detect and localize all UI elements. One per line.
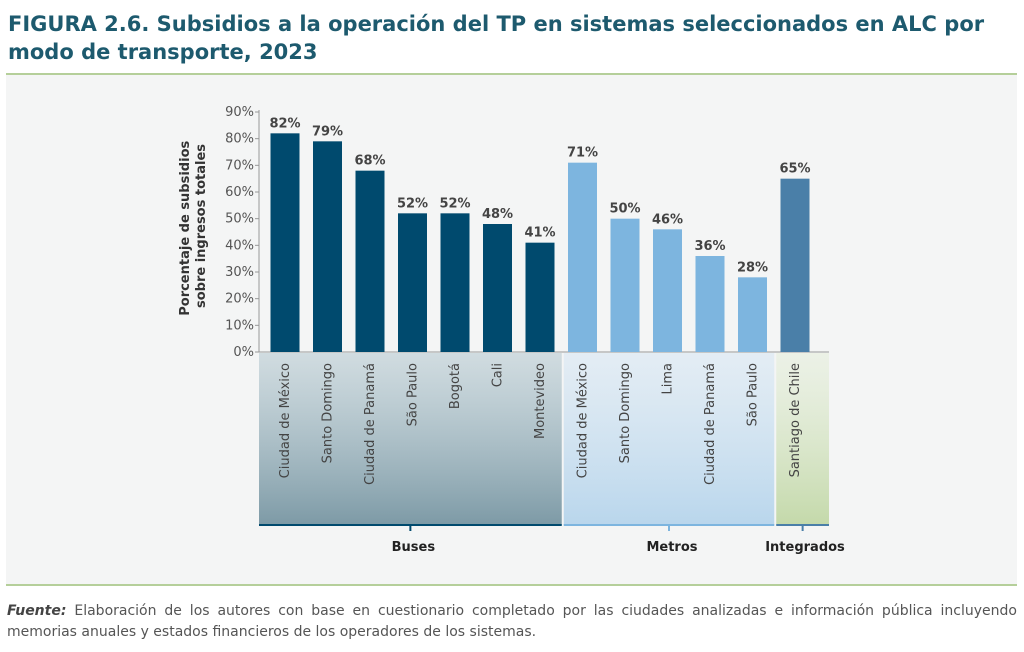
data-label: 71% xyxy=(567,146,598,161)
y-tick-label: 10% xyxy=(225,318,254,333)
data-label: 46% xyxy=(652,212,683,227)
y-tick-label: 30% xyxy=(225,265,254,280)
category-label: Lima xyxy=(661,363,676,394)
bar xyxy=(313,141,342,352)
data-label: 28% xyxy=(737,260,768,275)
y-tick-label: 60% xyxy=(225,185,254,200)
category-label: Santo Domingo xyxy=(618,363,633,463)
data-label: 41% xyxy=(524,226,555,241)
bar xyxy=(270,133,300,352)
y-axis-title-line-1: Porcentaje de subsidios xyxy=(178,141,193,316)
figure-title: FIGURA 2.6. Subsidios a la operación del… xyxy=(8,12,985,64)
data-label: 36% xyxy=(694,239,725,254)
category-band-metros xyxy=(563,353,775,525)
category-label: Ciudad de México xyxy=(576,363,591,478)
category-label: Santiago de Chile xyxy=(788,363,803,477)
data-label: 52% xyxy=(439,196,470,211)
category-label: Bogotá xyxy=(448,363,463,409)
bar xyxy=(568,162,597,352)
data-label: 48% xyxy=(482,207,513,222)
bar xyxy=(525,242,555,352)
bar xyxy=(355,170,385,352)
y-tick-label: 0% xyxy=(233,345,254,360)
source-text: Elaboración de los autores con base en c… xyxy=(7,603,1017,640)
y-tick-label: 40% xyxy=(225,238,254,253)
source-label: Fuente: xyxy=(7,603,67,619)
y-axis-title: Porcentaje de subsidios sobre ingresos t… xyxy=(178,136,209,316)
y-tick-label: 50% xyxy=(225,212,254,227)
category-label: Ciudad de Panamá xyxy=(363,363,378,485)
category-label: Ciudad de México xyxy=(278,363,293,478)
top-divider xyxy=(6,73,1017,75)
bar xyxy=(398,213,427,352)
y-tick-label: 80% xyxy=(225,132,254,147)
group-label: Metros xyxy=(646,540,697,555)
bar xyxy=(440,213,470,352)
bar xyxy=(610,218,640,352)
y-tick-label: 20% xyxy=(225,292,254,307)
data-label: 82% xyxy=(269,116,300,131)
y-tick-label: 90% xyxy=(225,105,254,120)
y-tick-label: 70% xyxy=(225,158,254,173)
category-label: Cali xyxy=(491,363,506,387)
bottom-divider xyxy=(6,584,1017,586)
category-label: Ciudad de Panamá xyxy=(703,363,718,485)
bar xyxy=(695,256,725,352)
category-band-integrados xyxy=(776,353,829,525)
bar xyxy=(738,277,767,352)
category-band-buses xyxy=(259,353,562,525)
group-label: Integrados xyxy=(765,540,845,555)
data-label: 50% xyxy=(609,202,640,217)
source-note: Fuente: Elaboración de los autores con b… xyxy=(7,601,1017,643)
category-label: São Paulo xyxy=(746,363,761,426)
bar xyxy=(653,229,682,352)
data-label: 52% xyxy=(397,196,428,211)
data-label: 79% xyxy=(312,124,343,139)
category-label: Montevideo xyxy=(533,363,548,439)
category-label: São Paulo xyxy=(406,363,421,426)
bar xyxy=(780,178,810,352)
data-label: 65% xyxy=(779,162,810,177)
category-label: Santo Domingo xyxy=(321,363,336,463)
data-label: 68% xyxy=(354,154,385,169)
bar xyxy=(483,224,512,352)
y-axis-title-line-2: sobre ingresos totales xyxy=(194,144,209,308)
group-label: Buses xyxy=(392,540,436,555)
